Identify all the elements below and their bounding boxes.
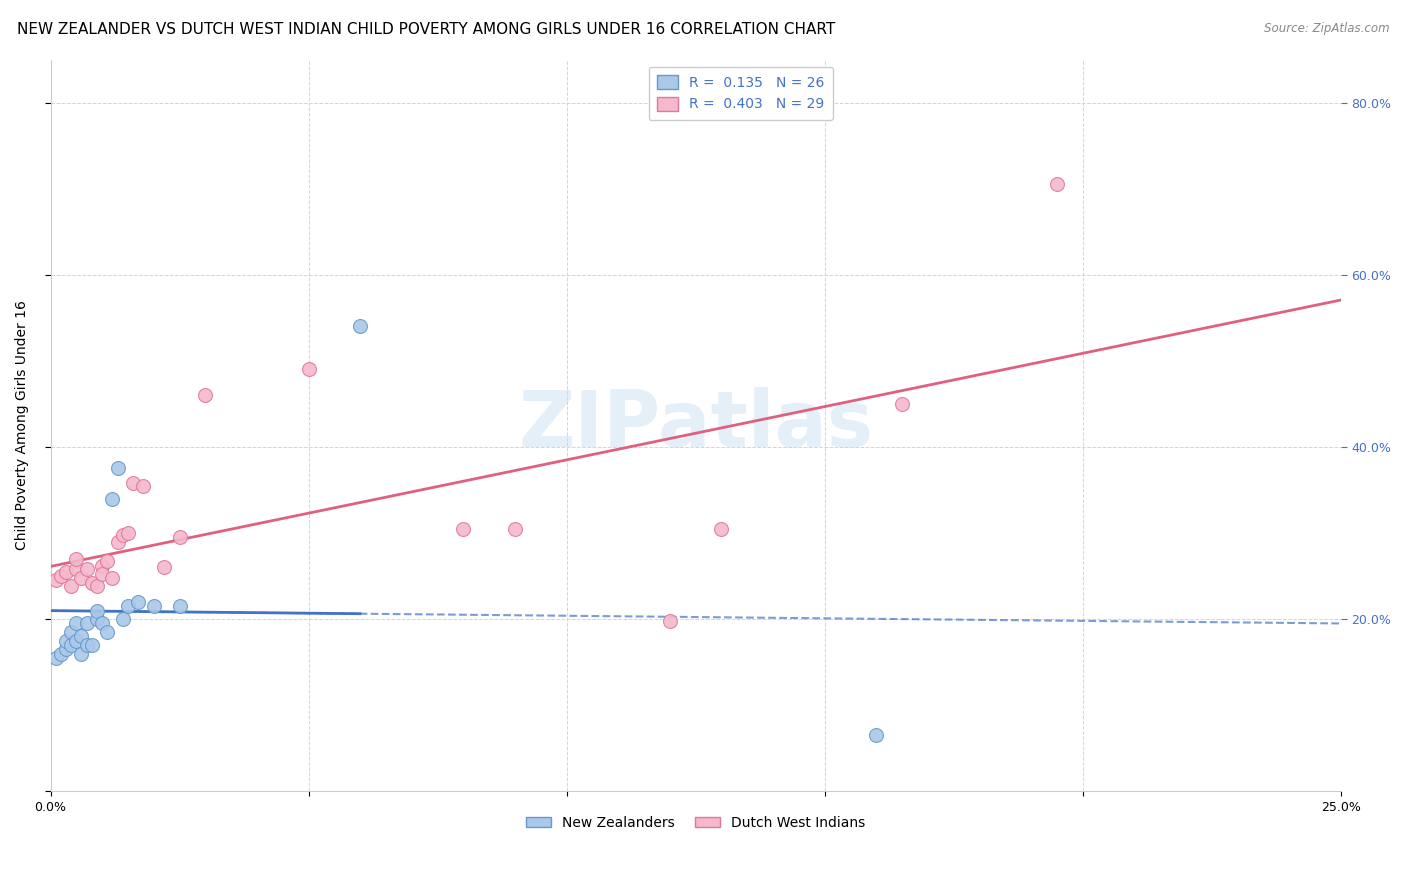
Point (107, 534, 129, 549)
Point (453, 522, 475, 536)
Point (80, 576, 103, 591)
Point (153, 560, 176, 574)
Point (194, 388, 217, 402)
Point (96, 625, 118, 640)
Point (349, 319, 371, 334)
Point (865, 728, 887, 742)
Text: NEW ZEALANDER VS DUTCH WEST INDIAN CHILD POVERTY AMONG GIRLS UNDER 16 CORRELATIO: NEW ZEALANDER VS DUTCH WEST INDIAN CHILD… (17, 22, 835, 37)
Point (70, 647, 93, 661)
Point (55, 565, 77, 579)
Y-axis label: Child Poverty Among Girls Under 16: Child Poverty Among Girls Under 16 (15, 301, 30, 550)
Point (60, 625, 83, 640)
Point (503, 522, 526, 536)
Point (101, 491, 124, 506)
Point (70, 629, 93, 643)
Point (91, 616, 114, 631)
Point (91, 567, 114, 582)
Point (49, 647, 72, 661)
Point (117, 599, 139, 614)
Point (710, 522, 733, 536)
Legend: New Zealanders, Dutch West Indians: New Zealanders, Dutch West Indians (520, 811, 872, 836)
Point (101, 571, 124, 585)
Point (132, 478, 155, 492)
Point (142, 599, 165, 614)
Point (111, 527, 134, 541)
Point (91, 558, 114, 573)
Point (86, 612, 108, 626)
Point (117, 526, 139, 541)
Point (169, 530, 191, 544)
Point (86, 579, 108, 593)
Point (65, 552, 87, 566)
Point (70, 571, 93, 585)
Point (65, 616, 87, 631)
Point (60, 579, 83, 593)
Text: ZIPatlas: ZIPatlas (517, 387, 873, 464)
Point (169, 599, 191, 614)
Point (80, 638, 103, 652)
Point (122, 476, 145, 491)
Point (127, 595, 149, 609)
Point (76, 616, 98, 631)
Point (45, 574, 67, 588)
Point (76, 638, 98, 652)
Point (86, 603, 108, 617)
Point (60, 638, 83, 652)
Point (55, 642, 77, 657)
Point (1046, 178, 1069, 192)
Point (96, 553, 118, 567)
Point (107, 461, 129, 475)
Point (49, 569, 72, 583)
Text: Source: ZipAtlas.com: Source: ZipAtlas.com (1264, 22, 1389, 36)
Point (658, 614, 681, 628)
Point (76, 562, 98, 576)
Point (45, 650, 67, 665)
Point (891, 397, 914, 411)
Point (111, 612, 134, 626)
Point (297, 362, 319, 376)
Point (65, 562, 87, 576)
Point (65, 633, 87, 648)
Point (55, 633, 77, 648)
